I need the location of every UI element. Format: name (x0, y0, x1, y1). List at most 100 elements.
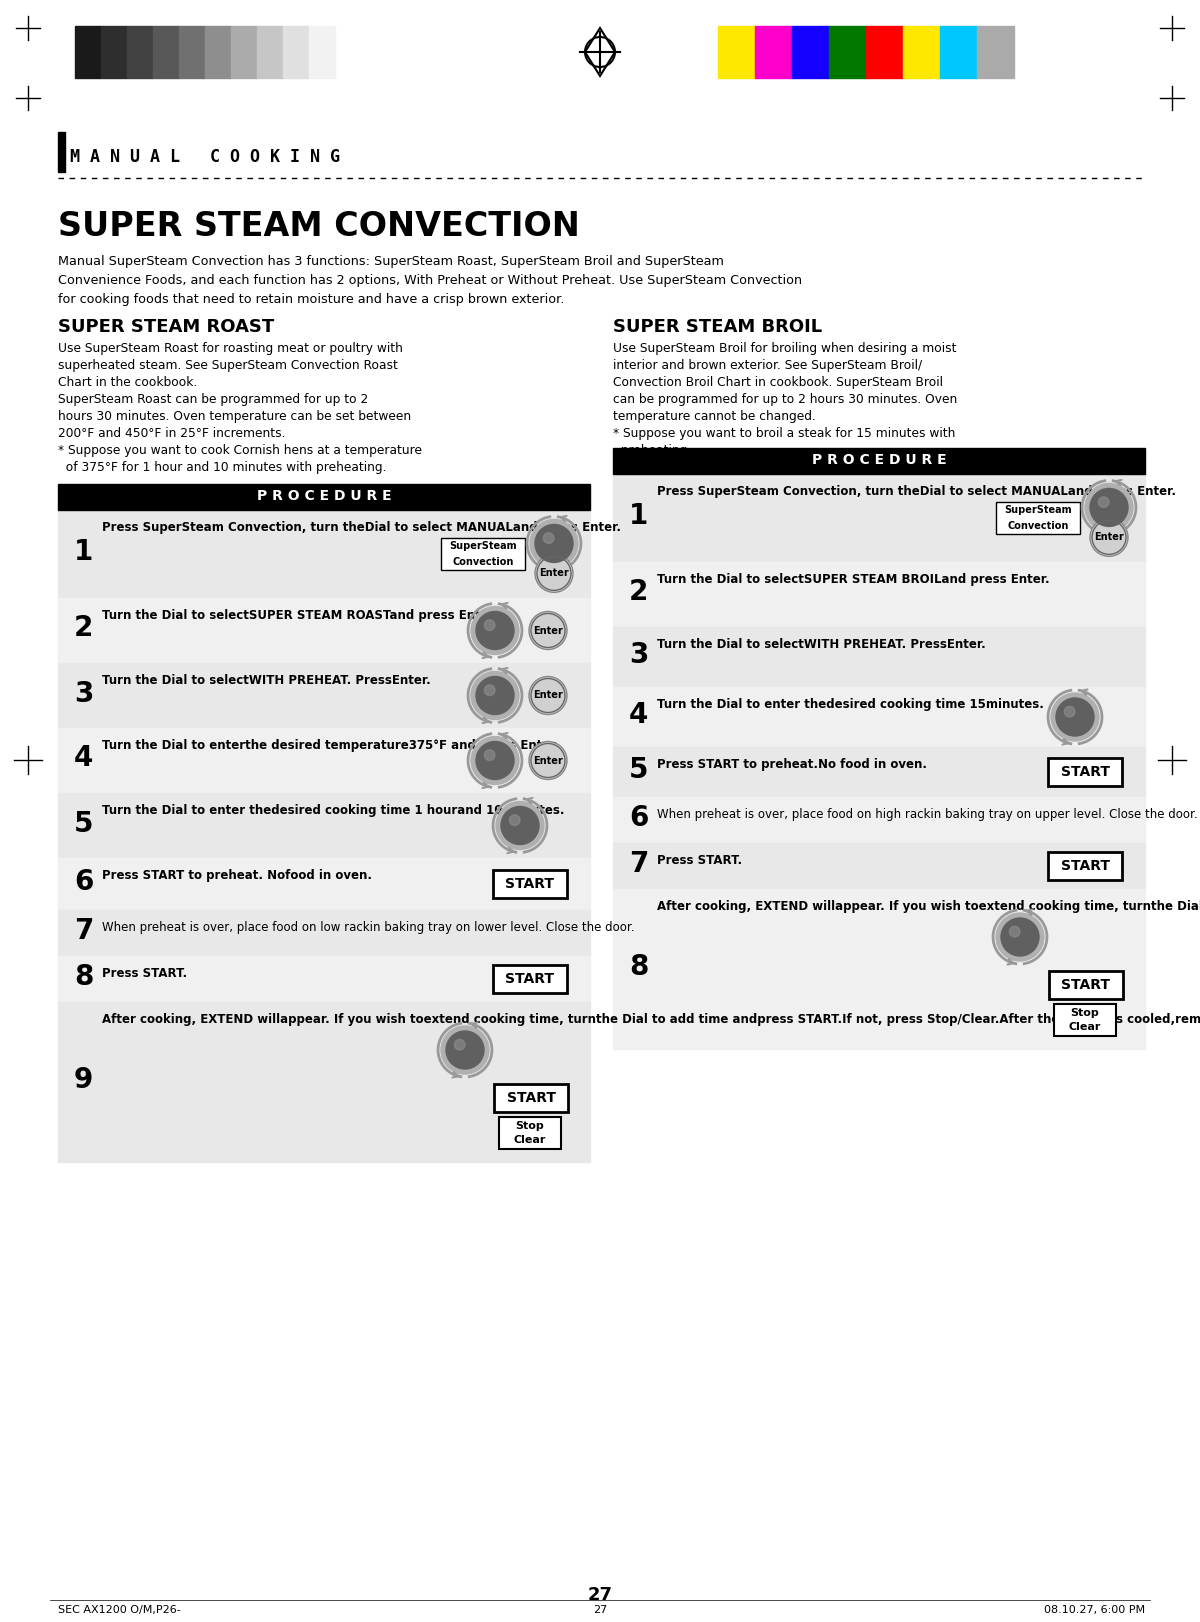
Text: Turn the Dial to enter thedesired cooking time 15minutes.: Turn the Dial to enter thedesired cookin… (658, 697, 1044, 710)
Circle shape (476, 611, 514, 649)
FancyBboxPatch shape (1048, 852, 1122, 881)
Text: Press START to preheat.No food in oven.: Press START to preheat.No food in oven. (658, 757, 928, 770)
Circle shape (1085, 483, 1133, 532)
Text: Turn the Dial to enter thedesired cooking time 1 hourand 10 minutes.: Turn the Dial to enter thedesired cookin… (102, 805, 564, 817)
Text: SuperSteam: SuperSteam (449, 542, 517, 551)
Text: After cooking, EXTEND willappear. If you wish toextend cooking time, turnthe Dia: After cooking, EXTEND willappear. If you… (102, 1014, 1200, 1027)
Text: 1: 1 (629, 501, 648, 530)
Text: * Suppose you want to broil a steak for 15 minutes with: * Suppose you want to broil a steak for … (613, 427, 955, 440)
Text: 8: 8 (74, 963, 94, 991)
Circle shape (544, 532, 554, 543)
Text: 7: 7 (74, 916, 94, 946)
Text: Press SuperSteam Convection, turn theDial to select MANUALand press Enter.: Press SuperSteam Convection, turn theDia… (658, 485, 1176, 498)
Text: 2: 2 (629, 579, 648, 607)
Bar (179, 26, 205, 78)
Text: of 375°F for 1 hour and 10 minutes with preheating.: of 375°F for 1 hour and 10 minutes with … (58, 461, 386, 474)
Text: SUPER STEAM ROAST: SUPER STEAM ROAST (58, 318, 275, 336)
Text: Enter: Enter (533, 626, 563, 636)
Text: Convenience Foods, and each function has 2 options, With Preheat or Without Preh: Convenience Foods, and each function has… (58, 274, 802, 287)
Bar (74, 26, 101, 78)
Bar (613, 448, 1145, 474)
Bar (613, 889, 1145, 1049)
Text: When preheat is over, place food on high rackin baking tray on upper level. Clos: When preheat is over, place food on high… (658, 808, 1198, 821)
FancyBboxPatch shape (493, 869, 568, 899)
Circle shape (1098, 496, 1109, 508)
Text: SUPER STEAM CONVECTION: SUPER STEAM CONVECTION (58, 209, 580, 243)
Circle shape (535, 524, 574, 563)
FancyBboxPatch shape (1054, 1004, 1116, 1036)
Bar (904, 26, 940, 78)
FancyBboxPatch shape (494, 1083, 568, 1113)
Text: START: START (1061, 766, 1110, 779)
Circle shape (529, 611, 568, 649)
Bar (58, 1002, 590, 1161)
Text: Manual SuperSteam Convection has 3 functions: SuperSteam Roast, SuperSteam Broil: Manual SuperSteam Convection has 3 funct… (58, 255, 724, 268)
Text: 27: 27 (588, 1586, 612, 1604)
Text: P R O C E D U R E: P R O C E D U R E (257, 488, 391, 503)
Text: Stop: Stop (1070, 1009, 1099, 1019)
Text: Press START.: Press START. (102, 967, 187, 980)
Circle shape (530, 519, 578, 568)
Bar (58, 955, 590, 1002)
Bar (613, 688, 1145, 748)
Text: 6: 6 (74, 868, 94, 895)
Text: superheated steam. See SuperSteam Convection Roast: superheated steam. See SuperSteam Convec… (58, 358, 398, 371)
Bar (940, 26, 977, 78)
Circle shape (455, 1040, 466, 1049)
Circle shape (446, 1032, 484, 1069)
Bar (613, 561, 1145, 628)
Text: Enter: Enter (1094, 532, 1124, 542)
FancyBboxPatch shape (996, 501, 1080, 534)
Bar (154, 26, 179, 78)
Text: SuperSteam Roast can be programmed for up to 2: SuperSteam Roast can be programmed for u… (58, 393, 368, 406)
Text: Enter: Enter (539, 568, 569, 579)
Circle shape (1090, 488, 1128, 527)
Text: Stop: Stop (516, 1121, 545, 1131)
Text: Clear: Clear (514, 1135, 546, 1145)
Circle shape (442, 1027, 490, 1074)
Bar (58, 599, 590, 663)
FancyBboxPatch shape (499, 1118, 562, 1150)
Text: hours 30 minutes. Oven temperature can be set between: hours 30 minutes. Oven temperature can b… (58, 410, 412, 423)
Text: Press START to preheat. Nofood in oven.: Press START to preheat. Nofood in oven. (102, 869, 372, 882)
Circle shape (476, 741, 514, 780)
Text: 6: 6 (629, 805, 648, 832)
Text: Press START.: Press START. (658, 855, 742, 868)
Bar (205, 26, 230, 78)
Bar (977, 26, 1014, 78)
Text: Convection: Convection (452, 556, 514, 568)
Text: START: START (1061, 860, 1110, 873)
Text: START: START (505, 878, 554, 890)
Text: Turn the Dial to selectSUPER STEAM BROILand press Enter.: Turn the Dial to selectSUPER STEAM BROIL… (658, 573, 1050, 586)
Bar (613, 843, 1145, 889)
Text: When preheat is over, place food on low rackin baking tray on lower level. Close: When preheat is over, place food on low … (102, 921, 635, 934)
Text: SuperSteam: SuperSteam (1004, 504, 1072, 516)
Text: 4: 4 (629, 701, 648, 728)
Text: * Suppose you want to cook Cornish hens at a temperature: * Suppose you want to cook Cornish hens … (58, 444, 422, 457)
Bar (58, 131, 65, 172)
Bar (613, 628, 1145, 688)
Text: Press SuperSteam Convection, turn theDial to select MANUALand press Enter.: Press SuperSteam Convection, turn theDia… (102, 521, 622, 534)
Text: SUPER STEAM BROIL: SUPER STEAM BROIL (613, 318, 822, 336)
Circle shape (535, 555, 574, 592)
Text: START: START (506, 1092, 556, 1105)
Text: Turn the Dial to enterthe desired temperature375°F and press Enter.: Turn the Dial to enterthe desired temper… (102, 740, 559, 753)
Text: interior and brown exterior. See SuperSteam Broil/: interior and brown exterior. See SuperSt… (613, 358, 922, 371)
Bar (613, 748, 1145, 796)
Text: Chart in the cookbook.: Chart in the cookbook. (58, 376, 197, 389)
Circle shape (470, 607, 520, 655)
Text: Turn the Dial to selectWITH PREHEAT. PressEnter.: Turn the Dial to selectWITH PREHEAT. Pre… (102, 675, 431, 688)
Circle shape (470, 672, 520, 720)
FancyBboxPatch shape (1048, 757, 1122, 787)
Bar (101, 26, 127, 78)
Text: preheating.: preheating. (613, 444, 691, 457)
Bar (58, 728, 590, 793)
Bar (58, 663, 590, 728)
Text: 3: 3 (629, 641, 648, 668)
Text: 08.10.27, 6:00 PM: 08.10.27, 6:00 PM (1044, 1606, 1145, 1616)
Circle shape (1009, 926, 1020, 938)
Bar (718, 26, 755, 78)
Text: Turn the Dial to selectSUPER STEAM ROASTand press Enter.: Turn the Dial to selectSUPER STEAM ROAST… (102, 608, 498, 621)
Circle shape (485, 684, 496, 696)
Text: Convection Broil Chart in cookbook. SuperSteam Broil: Convection Broil Chart in cookbook. Supe… (613, 376, 943, 389)
